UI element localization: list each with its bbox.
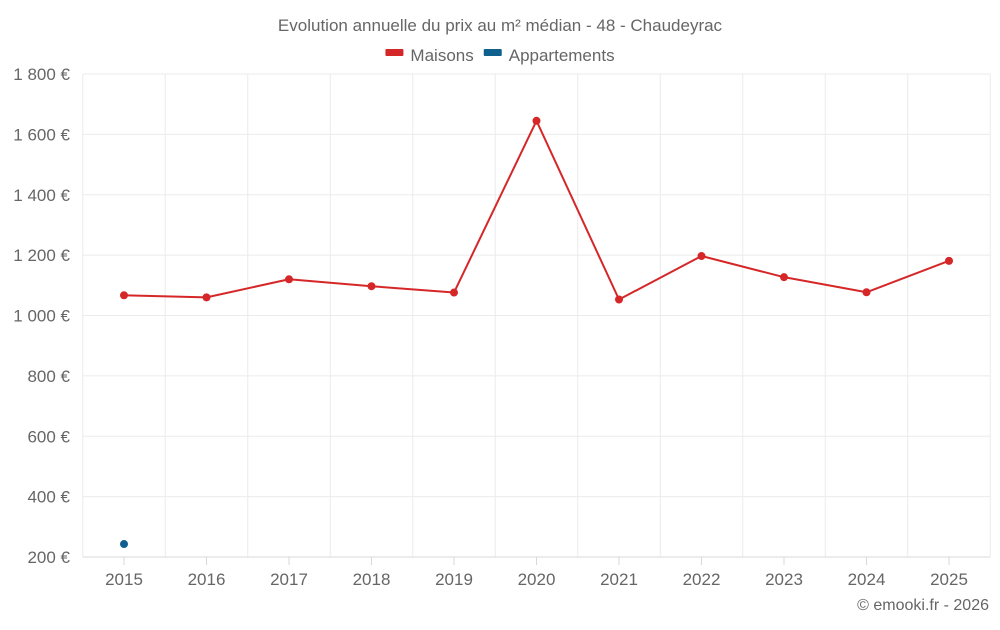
x-tick-label: 2024 [848,570,886,589]
x-tick-label: 2021 [600,570,638,589]
y-tick-label: 600 € [27,427,70,446]
legend-swatch-maisons [385,49,404,56]
data-point-appartements [120,540,128,549]
x-tick-label: 2015 [105,570,143,589]
x-tick-label: 2023 [765,570,803,589]
x-tick-label: 2022 [683,570,721,589]
x-tick-label: 2019 [435,570,473,589]
grid [82,73,991,558]
data-point-maisons [120,291,128,300]
data-point-maisons [945,256,953,265]
chart-title: Evolution annuelle du prix au m² médian … [278,16,723,35]
y-tick-label: 800 € [27,367,70,386]
data-point-maisons [697,252,706,261]
y-tick-label: 200 € [27,548,70,567]
y-axis: 200 € 400 € 600 € 800 € 1 000 € 1 200 € 1 400 … [13,65,70,567]
x-tick-label: 2017 [270,570,308,589]
y-tick-label: 1 400 € [13,186,70,205]
y-tick-label: 1 600 € [13,125,70,144]
legend-label-maisons: Maisons [410,46,473,65]
series-layer [120,116,953,549]
data-point-maisons [615,295,623,304]
data-point-maisons [532,116,541,125]
x-tick-label: 2025 [930,570,968,589]
data-point-maisons [202,293,211,302]
y-tick-label: 400 € [27,488,70,507]
legend-swatch-appartements [483,49,502,56]
x-axis: 2015 2016 2017 2018 2019 2020 2021 2022 2023 2024… [83,556,990,589]
data-point-maisons [285,275,293,284]
legend-label-appartements: Appartements [509,46,615,65]
x-tick-label: 2016 [188,570,226,589]
data-point-maisons [367,282,376,291]
x-tick-label: 2018 [353,570,391,589]
data-point-maisons [780,273,788,282]
x-tick-label: 2020 [518,570,556,589]
legend: Maisons Appartements [385,46,615,65]
credit-text: © emooki.fr - 2026 [857,597,989,614]
y-tick-label: 1 800 € [13,65,70,84]
data-point-maisons [862,288,871,297]
y-tick-label: 1 200 € [13,246,70,265]
data-point-maisons [450,288,458,297]
y-tick-label: 1 000 € [13,307,70,326]
